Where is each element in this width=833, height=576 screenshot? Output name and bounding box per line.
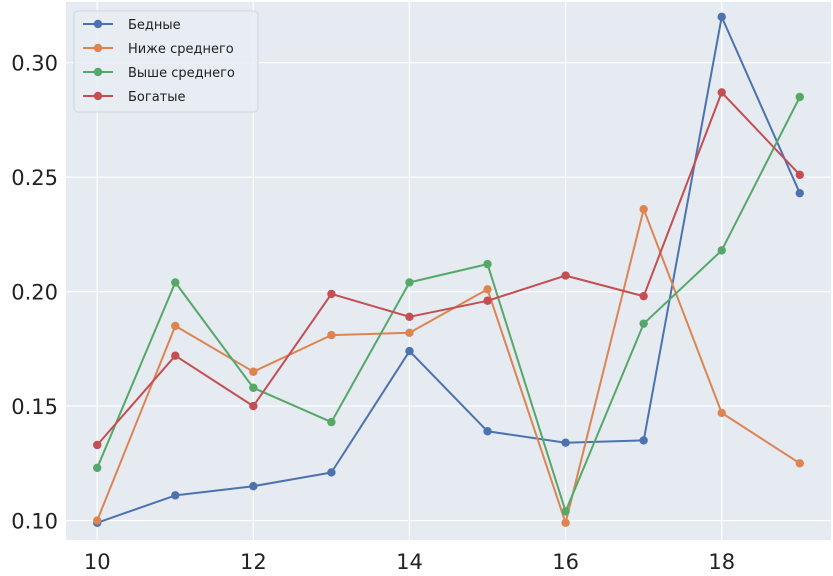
data-point — [327, 330, 336, 340]
legend-label: Ниже среднего — [128, 42, 234, 57]
legend: Бедные Ниже среднего Выше среднего Богатые — [73, 10, 259, 113]
data-point — [717, 12, 726, 22]
data-point — [405, 278, 414, 287]
legend-marker — [93, 67, 103, 77]
data-point — [327, 468, 336, 477]
y-tick-label: 0.25 — [11, 166, 58, 190]
data-point — [93, 516, 102, 525]
y-axis-tick-labels: 0.10 0.15 0.20 0.25 0.30 — [11, 52, 58, 534]
x-tick-label: 16 — [552, 550, 579, 574]
data-point — [561, 438, 570, 447]
data-point — [483, 427, 492, 436]
legend-label: Богатые — [128, 90, 186, 105]
legend-marker — [93, 91, 103, 101]
data-point — [795, 170, 804, 180]
series-line — [96, 208, 801, 524]
data-point — [171, 321, 180, 331]
legend-label: Бедные — [128, 18, 181, 33]
x-tick-label: 10 — [84, 550, 111, 574]
y-tick-label: 0.20 — [11, 281, 58, 305]
legend-marker — [93, 19, 103, 29]
data-point — [327, 417, 336, 427]
data-point — [249, 482, 258, 491]
data-point — [483, 285, 492, 294]
series-line — [96, 91, 801, 446]
series-3 — [93, 88, 804, 450]
data-point — [561, 507, 570, 516]
data-point — [717, 408, 726, 418]
data-point — [717, 246, 726, 255]
data-point — [93, 463, 102, 473]
data-point — [639, 319, 648, 328]
data-point — [405, 346, 414, 356]
data-point — [483, 259, 492, 269]
legend-item: Ниже среднего — [83, 42, 234, 57]
data-point — [561, 271, 570, 280]
data-point — [561, 518, 570, 528]
data-point — [795, 92, 804, 102]
data-point — [639, 204, 648, 214]
series-lines — [93, 12, 804, 528]
y-tick-label: 0.30 — [11, 52, 58, 76]
data-point — [483, 296, 492, 305]
data-point — [171, 278, 180, 287]
legend-item: Бедные — [83, 18, 181, 33]
x-tick-label: 12 — [240, 550, 267, 574]
legend-label: Выше среднего — [128, 66, 235, 81]
data-point — [93, 440, 102, 450]
y-tick-label: 0.15 — [11, 395, 58, 419]
data-point — [717, 88, 726, 97]
data-point — [249, 401, 258, 411]
x-tick-label: 14 — [396, 550, 423, 574]
data-point — [639, 436, 648, 445]
legend-box — [73, 10, 259, 113]
data-point — [249, 367, 258, 376]
data-point — [639, 291, 648, 301]
series-line — [96, 15, 801, 524]
legend-item: Богатые — [83, 90, 186, 105]
series-0 — [93, 12, 804, 528]
legend-item: Выше среднего — [83, 66, 235, 81]
data-point — [171, 491, 180, 500]
legend-marker — [93, 43, 103, 53]
data-point — [327, 289, 336, 299]
series-line — [96, 96, 801, 513]
data-point — [795, 459, 804, 468]
x-tick-label: 18 — [708, 550, 735, 574]
data-point — [171, 351, 180, 360]
series-2 — [93, 92, 804, 516]
grid-lines — [66, 2, 831, 540]
series-1 — [93, 204, 804, 528]
x-axis-tick-labels: 10 12 14 16 18 — [84, 550, 735, 574]
data-point — [405, 312, 414, 321]
data-point — [249, 383, 258, 392]
y-tick-label: 0.10 — [11, 510, 58, 534]
data-point — [405, 328, 414, 338]
data-point — [795, 188, 804, 198]
